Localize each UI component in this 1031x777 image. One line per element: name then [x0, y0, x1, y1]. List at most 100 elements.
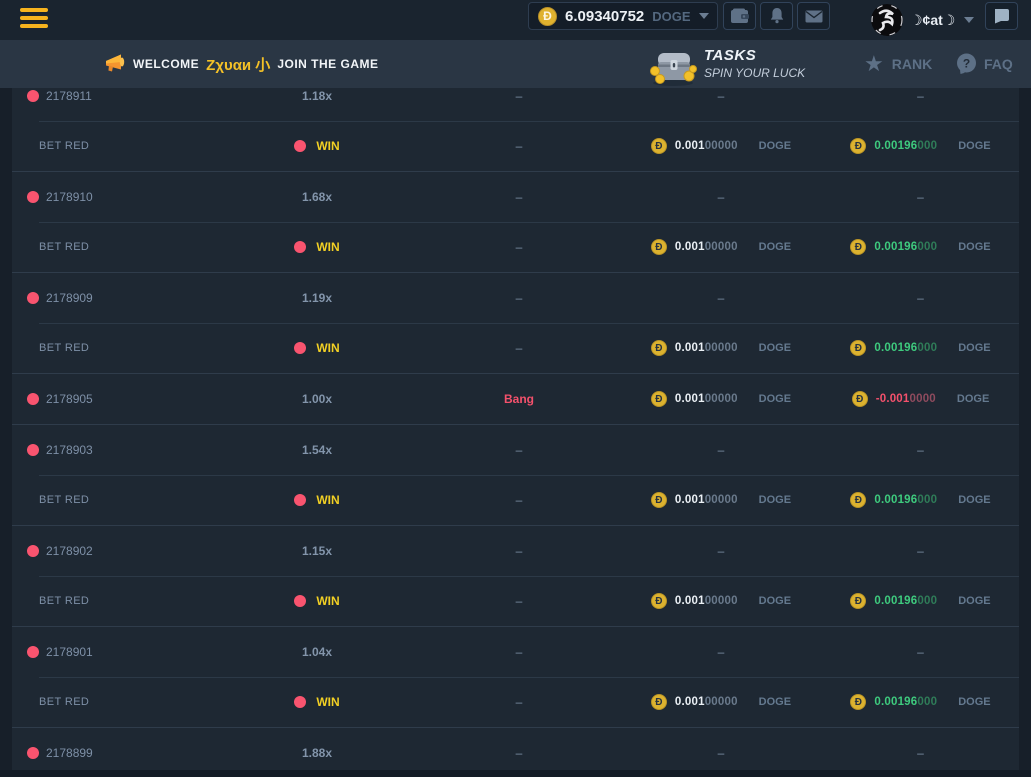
doge-coin-icon: Đ — [650, 391, 667, 407]
empty-value: – — [717, 544, 725, 558]
balance-selector[interactable]: Đ 6.09340752 DOGE — [528, 2, 718, 30]
round-multiplier: 1.19x — [301, 291, 333, 305]
round-id: 2178901 — [46, 645, 93, 659]
table-cell: 2178902 — [12, 544, 216, 558]
round-row[interactable]: 2178909 1.19x – – – — [12, 273, 1019, 323]
round-row[interactable]: 2178910 1.68x – – – — [12, 172, 1019, 222]
round-id: 2178910 — [46, 190, 93, 204]
table-cell: 2178909 — [12, 291, 216, 305]
notifications-button[interactable] — [760, 2, 793, 30]
round-row[interactable]: 2178899 1.88x – – – — [12, 728, 1019, 777]
table-cell: – — [822, 443, 1019, 457]
empty-value: – — [515, 190, 523, 204]
table-cell: – — [418, 190, 620, 204]
table-cell: – — [620, 645, 822, 659]
announcement-bar: WELCOME Ζχυαи 小 JOIN THE GAME TASKS SPIN… — [0, 40, 1031, 88]
bet-history-group: 2178902 1.15x – – – BET RED WIN – Đ 0.001 00000 DOG… — [12, 525, 1019, 626]
table-cell: 1.19x — [216, 291, 418, 305]
bet-history-group: 2178899 1.88x – – – — [12, 727, 1019, 777]
round-row[interactable]: 2178901 1.04x – – – — [12, 627, 1019, 677]
round-row[interactable]: 2178903 1.54x – – – — [12, 425, 1019, 475]
table-cell: Đ 0.00196 000 DOGE — [822, 492, 1019, 508]
bell-icon — [770, 8, 783, 24]
table-cell: Đ 0.00196 000 DOGE — [822, 694, 1019, 710]
svg-text:?: ? — [963, 56, 970, 70]
bet-row[interactable]: BET RED WIN – Đ 0.001 00000 DOGE Đ 0.00196 000 DOG… — [12, 677, 1019, 727]
bet-type-label: BET RED — [39, 140, 90, 152]
bet-row[interactable]: BET RED WIN – Đ 0.001 00000 DOGE Đ 0.00196 000 DOG… — [12, 323, 1019, 373]
table-cell: – — [418, 695, 620, 709]
table-cell: – — [620, 544, 822, 558]
table-cell: Đ 0.00196 000 DOGE — [822, 593, 1019, 609]
table-cell: – — [418, 341, 620, 355]
chat-toggle-button[interactable] — [985, 2, 1018, 30]
user-name-label: ☽¢at☽ — [910, 11, 956, 28]
currency-label: DOGE — [958, 342, 991, 354]
empty-value: – — [717, 89, 725, 103]
wallet-button[interactable] — [723, 2, 756, 30]
red-dot-icon — [294, 140, 307, 152]
doge-coin-icon: Đ — [650, 340, 667, 356]
round-id: 2178902 — [46, 544, 93, 558]
bet-history-group: 2178905 1.00x Bang Đ 0.001 00000 DOGE Đ -0.001 00… — [12, 373, 1019, 424]
bet-amount: 0.001 — [674, 696, 705, 708]
messages-button[interactable] — [797, 2, 830, 30]
doge-coin-icon: Đ — [650, 138, 667, 154]
megaphone-icon — [103, 53, 126, 74]
mail-icon — [805, 10, 822, 22]
table-cell: Đ 0.00196 000 DOGE — [822, 239, 1019, 255]
win-status: WIN — [316, 139, 340, 153]
table-cell: BET RED — [12, 342, 216, 354]
table-cell: – — [418, 645, 620, 659]
bet-type-label: BET RED — [39, 595, 90, 607]
currency-label: DOGE — [958, 241, 991, 253]
currency-label: DOGE — [758, 494, 792, 506]
empty-value: – — [515, 544, 523, 558]
round-id: 2178899 — [46, 746, 93, 760]
round-row[interactable]: 2178905 1.00x Bang Đ 0.001 00000 DOGE Đ -0.001 00… — [12, 374, 1019, 424]
faq-label: FAQ — [984, 56, 1013, 72]
round-row[interactable]: 2178911 1.18x – – – — [12, 71, 1019, 121]
round-row[interactable]: 2178902 1.15x – – – — [12, 526, 1019, 576]
red-dot-icon — [294, 342, 307, 354]
red-dot-icon — [294, 595, 307, 607]
empty-value: – — [515, 89, 523, 103]
bet-row[interactable]: BET RED WIN – Đ 0.001 00000 DOGE Đ 0.00196 000 DOG… — [12, 222, 1019, 272]
table-cell: – — [822, 190, 1019, 204]
hamburger-menu-icon[interactable] — [20, 8, 48, 32]
currency-label: DOGE — [758, 140, 792, 152]
bet-history-table: 2178911 1.18x – – – BET RED WIN – Đ 0.001 00000 DOG… — [12, 71, 1019, 777]
win-status: WIN — [316, 594, 340, 608]
table-cell: BET RED — [12, 696, 216, 708]
table-cell: WIN — [216, 594, 418, 608]
table-cell: BET RED — [12, 140, 216, 152]
user-menu[interactable]: ☽¢at☽ — [910, 0, 975, 40]
amount-trailing-zeros: 00000 — [704, 140, 738, 152]
faq-link[interactable]: ? FAQ — [956, 40, 1013, 88]
top-bar: Đ 6.09340752 DOGE ☽¢at☽ — [0, 0, 1031, 40]
currency-label: DOGE — [956, 393, 990, 405]
rank-link[interactable]: ★ RANK — [864, 40, 932, 88]
empty-value: – — [515, 493, 523, 507]
profit-amount: 0.00196 — [874, 595, 918, 607]
balance-currency: DOGE — [652, 8, 691, 24]
currency-label: DOGE — [758, 393, 792, 405]
bet-row[interactable]: BET RED WIN – Đ 0.001 00000 DOGE Đ 0.00196 000 DOG… — [12, 475, 1019, 525]
red-dot-icon — [27, 191, 39, 203]
profit-amount: -0.001 — [875, 393, 910, 405]
empty-value: – — [717, 443, 725, 457]
empty-value: – — [515, 746, 523, 760]
tasks-banner[interactable]: TASKS SPIN YOUR LUCK — [704, 47, 805, 80]
bottom-bar — [0, 770, 1031, 777]
bet-row[interactable]: BET RED WIN – Đ 0.001 00000 DOGE Đ 0.00196 000 DOG… — [12, 121, 1019, 171]
profit-amount: 0.00196 — [874, 342, 918, 354]
currency-label: DOGE — [758, 241, 792, 253]
table-cell: – — [620, 746, 822, 760]
red-dot-icon — [294, 241, 307, 253]
avatar[interactable] — [871, 4, 903, 36]
bet-row[interactable]: BET RED WIN – Đ 0.001 00000 DOGE Đ 0.00196 000 DOG… — [12, 576, 1019, 626]
main-content: 2178911 1.18x – – – BET RED WIN – Đ 0.001 00000 DOG… — [0, 71, 1031, 777]
treasure-chest-icon[interactable] — [648, 43, 698, 87]
table-cell: 2178911 — [12, 89, 216, 103]
amount-trailing-zeros: 000 — [917, 494, 938, 506]
